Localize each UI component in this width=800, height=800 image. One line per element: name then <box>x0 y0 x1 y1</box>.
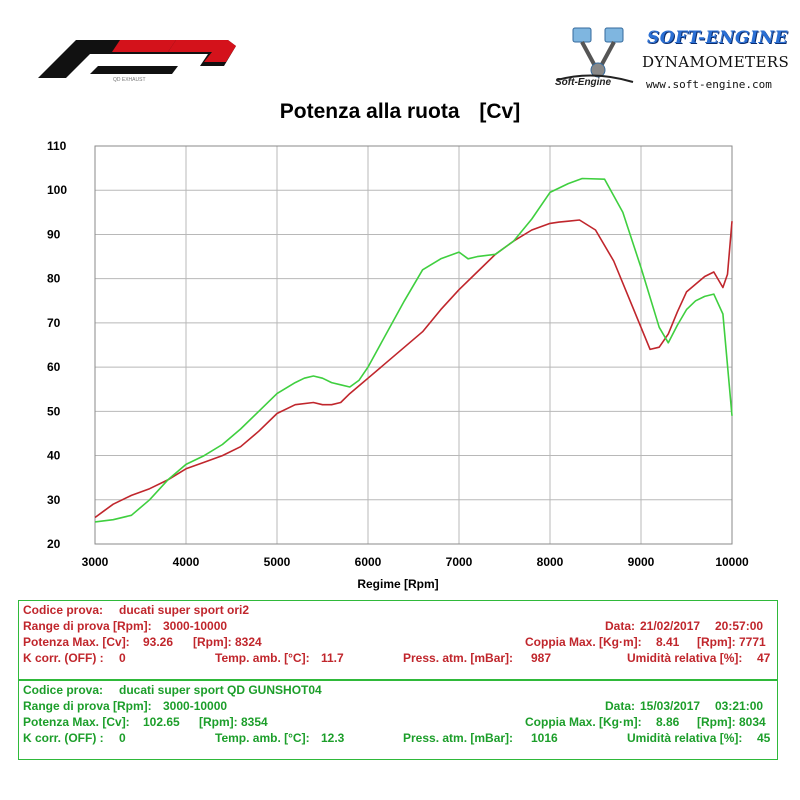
run2-torque-label: Coppia Max. [Kg·m]: <box>525 715 642 729</box>
dyno-small-brand: Soft-Engine <box>555 77 612 88</box>
x-tick-label: 6000 <box>355 555 382 569</box>
run2-power-rpm-label: [Rpm]: <box>199 715 238 729</box>
y-tick-label: 100 <box>47 183 67 197</box>
run1-range-value: 3000-10000 <box>163 619 228 633</box>
dyno-brand-name: SOFT-ENGINE <box>647 28 789 48</box>
x-tick-labels: 3000 4000 5000 6000 7000 8000 9000 10000 <box>82 555 749 569</box>
y-tick-label: 60 <box>47 360 61 374</box>
chart-series <box>94 177 733 523</box>
series-line-1 <box>94 219 733 519</box>
y-tick-label: 20 <box>47 537 61 551</box>
run1-kcorr-label: K corr. (OFF) : <box>23 651 104 665</box>
run1-power-value: 93.26 <box>143 635 174 649</box>
y-tick-label: 30 <box>47 493 61 507</box>
run1-humidity-label: Umidità relativa [%]: <box>627 651 743 665</box>
test-info-box-run2: Codice prova: ducati super sport QD GUNS… <box>18 680 778 760</box>
y-tick-label: 110 <box>47 139 67 153</box>
run2-temp-label: Temp. amb. [°C]: <box>215 731 310 745</box>
x-tick-label: 4000 <box>173 555 200 569</box>
run2-kcorr-label: K corr. (OFF) : <box>23 731 104 745</box>
run2-codice-label: Codice prova: <box>23 683 104 697</box>
run2-date-value: 15/03/2017 <box>640 699 701 713</box>
y-tick-label: 80 <box>47 272 61 286</box>
run1-torque-label: Coppia Max. [Kg·m]: <box>525 635 642 649</box>
y-tick-label: 40 <box>47 449 61 463</box>
x-tick-label: 5000 <box>264 555 291 569</box>
run2-humidity-label: Umidità relativa [%]: <box>627 731 743 745</box>
x-tick-label: 7000 <box>446 555 473 569</box>
run1-time-value: 20:57:00 <box>715 619 764 633</box>
run1-press-value: 987 <box>531 651 552 665</box>
run2-press-value: 1016 <box>531 731 558 745</box>
plot-frame <box>94 145 733 545</box>
qd-exhaust-logo: QD EXHAUST <box>38 40 236 82</box>
run1-date-label: Data: <box>605 619 636 633</box>
test-info-box-run1: Codice prova: ducati super sport ori2 Ra… <box>18 600 778 680</box>
run2-humidity-value: 45 <box>757 731 771 745</box>
run1-temp-value: 11.7 <box>321 651 344 665</box>
power-chart: 20 30 40 50 60 70 80 90 100 110 3000 4000 5000 6000 7… <box>47 139 749 591</box>
run2-torque-value: 8.86 <box>656 715 680 729</box>
run2-date-label: Data: <box>605 699 636 713</box>
chart-title-unit: [Cv] <box>479 100 521 123</box>
run2-codice-value: ducati super sport QD GUNSHOT04 <box>119 683 322 697</box>
run1-date-value: 21/02/2017 <box>640 619 701 633</box>
chart-title-text: Potenza alla ruota <box>279 100 460 123</box>
x-tick-label: 3000 <box>82 555 109 569</box>
x-axis-label: Regime [Rpm] <box>357 577 438 591</box>
y-tick-label: 50 <box>47 404 61 418</box>
soft-engine-logo-graphic <box>556 27 634 83</box>
chart-grid <box>94 145 733 545</box>
run2-time-value: 03:21:00 <box>715 699 764 713</box>
run1-torque-value: 8.41 <box>656 635 680 649</box>
run1-press-label: Press. atm. [mBar]: <box>403 651 514 665</box>
run2-temp-value: 12.3 <box>321 731 345 745</box>
run2-power-value: 102.65 <box>143 715 180 729</box>
run2-torque-rpm-value: 8034 <box>739 715 766 729</box>
run1-kcorr-value: 0 <box>119 651 126 665</box>
run1-torque-rpm-label: [Rpm]: <box>697 635 736 649</box>
run2-torque-rpm-label: [Rpm]: <box>697 715 736 729</box>
x-tick-label: 9000 <box>628 555 655 569</box>
run1-power-rpm-label: [Rpm]: <box>193 635 232 649</box>
dyno-url: www.soft-engine.com <box>646 78 772 91</box>
svg-text:QD EXHAUST: QD EXHAUST <box>113 77 146 82</box>
run2-press-label: Press. atm. [mBar]: <box>403 731 514 745</box>
run1-temp-label: Temp. amb. [°C]: <box>215 651 310 665</box>
y-tick-labels: 20 30 40 50 60 70 80 90 100 110 <box>47 139 67 551</box>
run1-power-rpm-value: 8324 <box>235 635 262 649</box>
run2-range-label: Range di prova [Rpm]: <box>23 699 152 713</box>
y-tick-label: 90 <box>47 227 61 241</box>
chart-title: Potenza alla ruota [Cv] <box>0 100 800 124</box>
run1-power-label: Potenza Max. [Cv]: <box>23 635 130 649</box>
run2-range-value: 3000-10000 <box>163 699 228 713</box>
run1-humidity-value: 47 <box>757 651 771 665</box>
x-tick-label: 8000 <box>537 555 564 569</box>
series-line-2 <box>94 177 733 523</box>
x-tick-label: 10000 <box>715 555 749 569</box>
run2-power-label: Potenza Max. [Cv]: <box>23 715 130 729</box>
run1-torque-rpm-value: 7771 <box>739 635 766 649</box>
run1-range-label: Range di prova [Rpm]: <box>23 619 152 633</box>
dyno-subtitle: DYNAMOMETERS <box>642 53 790 71</box>
run2-power-rpm-value: 8354 <box>241 715 268 729</box>
run1-codice-label: Codice prova: <box>23 603 104 617</box>
run2-kcorr-value: 0 <box>119 731 126 745</box>
run1-codice-value: ducati super sport ori2 <box>119 603 250 617</box>
y-tick-label: 70 <box>47 316 61 330</box>
